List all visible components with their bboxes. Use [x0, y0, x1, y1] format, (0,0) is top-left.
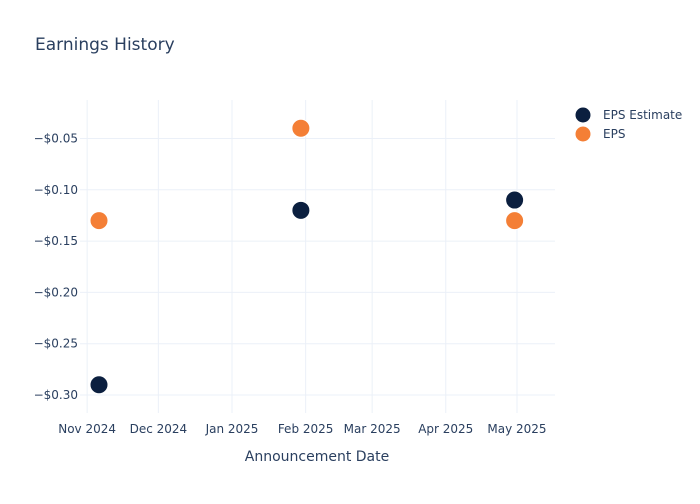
x-tick-label: May 2025: [487, 422, 546, 436]
grid-layer: [80, 100, 555, 413]
eps-estimate-point: [89, 375, 109, 395]
x-tick-label: Apr 2025: [418, 422, 473, 436]
y-tick-label: −$0.20: [34, 285, 78, 299]
x-tick-label: Nov 2024: [58, 422, 116, 436]
legend-label-eps-estimate: EPS Estimate: [603, 108, 682, 122]
x-tick-label: Feb 2025: [278, 422, 334, 436]
y-tick-label: −$0.10: [34, 183, 78, 197]
chart-title: Earnings History: [35, 35, 175, 55]
x-tick-label: Jan 2025: [205, 422, 259, 436]
y-tick-label: −$0.25: [34, 337, 78, 351]
x-tick-label: Mar 2025: [344, 422, 401, 436]
legend-marker-eps: [574, 125, 592, 143]
y-tick-label: −$0.30: [34, 388, 78, 402]
y-tick-label: −$0.15: [34, 234, 78, 248]
eps-estimate-point: [291, 200, 311, 220]
eps-estimate-point: [505, 190, 525, 210]
eps-point: [291, 118, 311, 138]
eps-point: [505, 211, 525, 231]
marker-layer: [89, 118, 525, 395]
x-tick-label: Dec 2024: [130, 422, 188, 436]
legend-marker-eps-estimate: [574, 106, 592, 124]
x-axis-title: Announcement Date: [245, 449, 389, 465]
legend: EPS Estimate EPS: [574, 106, 682, 143]
eps-point: [89, 211, 109, 231]
legend-label-eps: EPS: [603, 127, 625, 141]
y-tick-label: −$0.05: [34, 131, 78, 145]
axis-layer: Nov 2024 Dec 2024 Jan 2025 Feb 2025 Mar 2025…: [34, 131, 547, 436]
